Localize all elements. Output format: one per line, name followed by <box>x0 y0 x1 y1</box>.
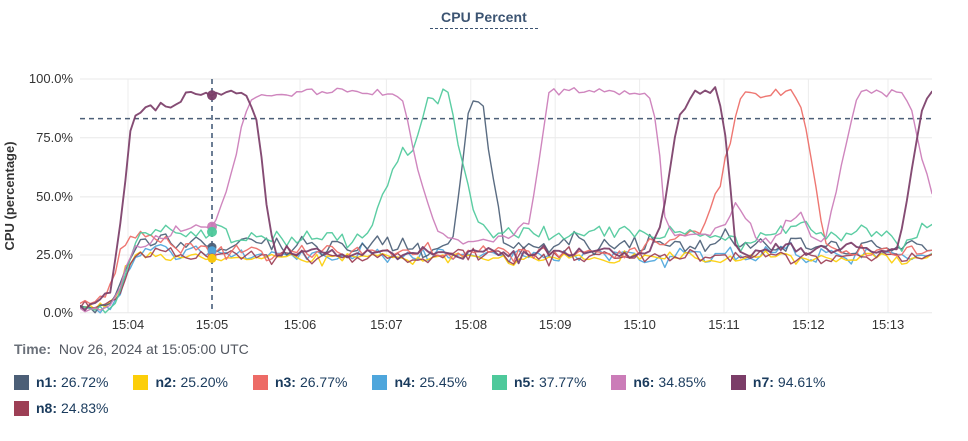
svg-text:15:11: 15:11 <box>708 317 740 332</box>
svg-text:15:07: 15:07 <box>370 317 403 332</box>
svg-text:15:04: 15:04 <box>112 317 145 332</box>
svg-text:15:08: 15:08 <box>455 317 488 332</box>
svg-text:15:13: 15:13 <box>872 317 905 332</box>
svg-text:25.0%: 25.0% <box>36 247 73 262</box>
svg-text:100.0%: 100.0% <box>29 71 74 86</box>
svg-text:75.0%: 75.0% <box>36 130 73 145</box>
svg-text:CPU (percentage): CPU (percentage) <box>2 141 17 250</box>
svg-text:15:05: 15:05 <box>196 317 229 332</box>
svg-text:0.0%: 0.0% <box>43 305 73 320</box>
svg-text:15:06: 15:06 <box>284 317 317 332</box>
svg-text:15:12: 15:12 <box>792 317 825 332</box>
svg-text:15:10: 15:10 <box>623 317 656 332</box>
svg-text:50.0%: 50.0% <box>36 189 73 204</box>
svg-text:15:09: 15:09 <box>539 317 572 332</box>
